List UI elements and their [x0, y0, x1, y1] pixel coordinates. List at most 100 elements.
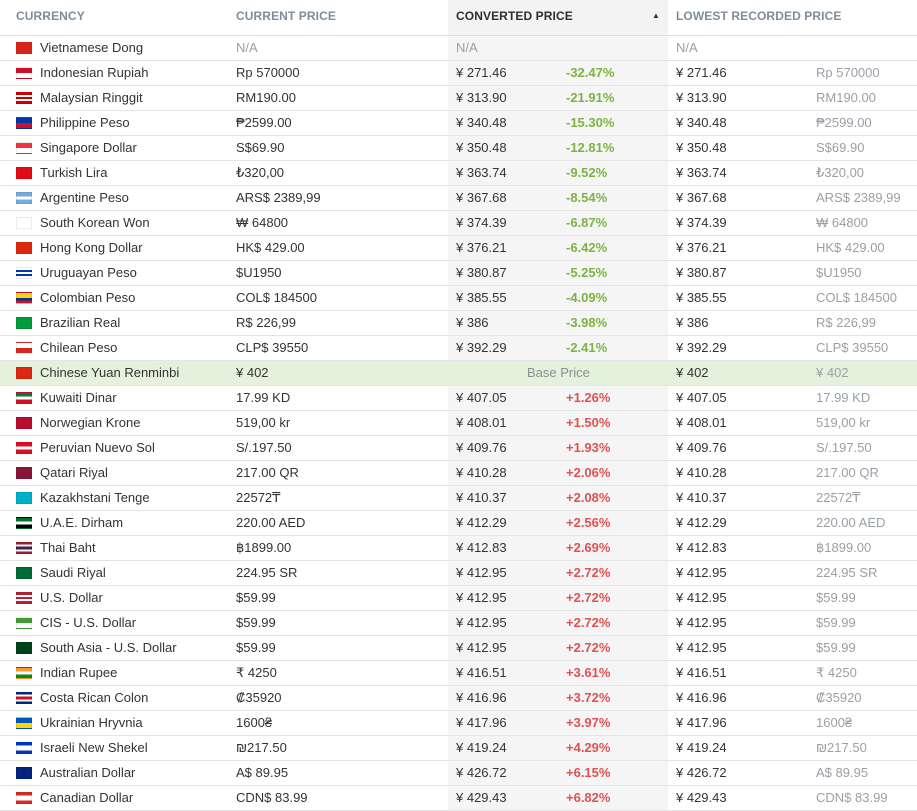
- country-flag-icon: [16, 242, 32, 254]
- country-flag-icon: [16, 717, 32, 729]
- country-flag-icon: [16, 267, 32, 279]
- lowest-converted-price: ¥ 410.28: [676, 465, 727, 480]
- current-price: HK$ 429.00: [236, 240, 305, 255]
- lowest-local-price: 217.00 QR: [816, 465, 879, 480]
- lowest-local-price: 224.95 SR: [816, 565, 878, 580]
- converted-price: ¥ 410.28: [456, 465, 507, 480]
- lowest-local-price: RM190.00: [816, 90, 876, 105]
- lowest-converted-price: ¥ 408.01: [676, 415, 727, 430]
- converted-price: ¥ 407.05: [456, 390, 507, 405]
- lowest-local-price: ₡35920: [816, 690, 862, 705]
- country-flag-icon: [16, 392, 32, 404]
- lowest-converted-price: N/A: [676, 40, 698, 55]
- country-flag-icon: [16, 792, 32, 804]
- current-price: S/.197.50: [236, 440, 292, 455]
- price-difference-percent: +3.61%: [566, 665, 611, 680]
- country-flag-icon: [16, 617, 32, 629]
- lowest-converted-price: ¥ 412.95: [676, 640, 727, 655]
- currency-name: Vietnamese Dong: [40, 40, 144, 55]
- lowest-converted-price: ¥ 407.05: [676, 390, 727, 405]
- country-flag-icon: [16, 117, 32, 129]
- converted-price: ¥ 350.48: [456, 140, 507, 155]
- current-price: $59.99: [236, 615, 276, 630]
- current-price: S$69.90: [236, 140, 285, 155]
- price-difference-percent: -4.09%: [566, 290, 608, 305]
- converted-price: ¥ 416.51: [456, 665, 507, 680]
- sort-ascending-icon[interactable]: ▲: [651, 11, 660, 20]
- lowest-converted-price: ¥ 412.95: [676, 565, 727, 580]
- converted-price: ¥ 409.76: [456, 440, 507, 455]
- table-row: Qatari Riyal 217.00 QR ¥ 410.28 +2.06% ¥ 410…: [0, 461, 917, 486]
- table-row: Canadian Dollar CDN$ 83.99 ¥ 429.43 +6.82% ¥…: [0, 786, 917, 811]
- lowest-local-price: CDN$ 83.99: [816, 790, 888, 805]
- price-difference-percent: +2.06%: [566, 465, 611, 480]
- converted-price: ¥ 376.21: [456, 240, 507, 255]
- converted-price: ¥ 412.95: [456, 565, 507, 580]
- lowest-converted-price: ¥ 350.48: [676, 140, 727, 155]
- price-difference-percent: +1.26%: [566, 390, 611, 405]
- current-price: ₡35920: [236, 690, 282, 705]
- current-price: $U1950: [236, 265, 282, 280]
- country-flag-icon: [16, 342, 32, 354]
- table-row: Turkish Lira ₺320,00 ¥ 363.74 -9.52% ¥ 363.7…: [0, 161, 917, 186]
- lowest-local-price: HK$ 429.00: [816, 240, 885, 255]
- country-flag-icon: [16, 767, 32, 779]
- lowest-local-price: 519,00 kr: [816, 415, 871, 430]
- lowest-local-price: 17.99 KD: [816, 390, 871, 405]
- current-price: 220.00 AED: [236, 515, 306, 530]
- currency-name: U.A.E. Dirham: [40, 515, 124, 530]
- current-price: 1600₴: [236, 715, 273, 730]
- header-current-price[interactable]: CURRENT PRICE: [236, 9, 336, 23]
- lowest-converted-price: ¥ 412.95: [676, 590, 727, 605]
- country-flag-icon: [16, 692, 32, 704]
- converted-price: ¥ 271.46: [456, 65, 507, 80]
- table-row: Indian Rupee ₹ 4250 ¥ 416.51 +3.61% ¥ 416.51…: [0, 661, 917, 686]
- lowest-converted-price: ¥ 417.96: [676, 715, 727, 730]
- header-converted-price-label: CONVERTED PRICE: [456, 9, 573, 23]
- current-price: CDN$ 83.99: [236, 790, 308, 805]
- current-price: $59.99: [236, 590, 276, 605]
- current-price: ₩ 64800: [236, 215, 289, 230]
- lowest-converted-price: ¥ 426.72: [676, 765, 727, 780]
- currency-name: Philippine Peso: [40, 115, 130, 130]
- currency-name: Indonesian Rupiah: [40, 65, 149, 80]
- currency-name: Australian Dollar: [40, 765, 136, 780]
- country-flag-icon: [16, 42, 32, 54]
- current-price: ₱2599.00: [236, 115, 292, 130]
- price-difference-percent: +6.15%: [566, 765, 611, 780]
- lowest-converted-price: ¥ 386: [676, 315, 709, 330]
- currency-name: Turkish Lira: [40, 165, 108, 180]
- converted-price: ¥ 340.48: [456, 115, 507, 130]
- country-flag-icon: [16, 592, 32, 604]
- converted-price: ¥ 412.83: [456, 540, 507, 555]
- lowest-converted-price: ¥ 340.48: [676, 115, 727, 130]
- converted-price-column-highlight: [448, 35, 668, 810]
- current-price: 17.99 KD: [236, 390, 291, 405]
- currency-name: Singapore Dollar: [40, 140, 137, 155]
- base-price-label: Base Price: [527, 365, 590, 380]
- table-row: Vietnamese Dong N/A N/A N/A: [0, 36, 917, 61]
- lowest-local-price: S/.197.50: [816, 440, 872, 455]
- country-flag-icon: [16, 442, 32, 454]
- header-lowest-recorded-price[interactable]: LOWEST RECORDED PRICE: [676, 9, 842, 23]
- currency-name: Chilean Peso: [40, 340, 118, 355]
- lowest-converted-price: ¥ 416.96: [676, 690, 727, 705]
- lowest-converted-price: ¥ 409.76: [676, 440, 727, 455]
- header-currency[interactable]: CURRENCY: [16, 9, 85, 23]
- price-difference-percent: +2.72%: [566, 615, 611, 630]
- table-header: CURRENCY CURRENT PRICE CONVERTED PRICE ▲…: [0, 0, 917, 36]
- country-flag-icon: [16, 367, 32, 379]
- lowest-local-price: $59.99: [816, 615, 856, 630]
- current-price: N/A: [236, 40, 258, 55]
- header-converted-price[interactable]: CONVERTED PRICE ▲: [448, 0, 668, 35]
- converted-price: ¥ 385.55: [456, 290, 507, 305]
- lowest-local-price: ARS$ 2389,99: [816, 190, 901, 205]
- converted-price: ¥ 410.37: [456, 490, 507, 505]
- current-price: ₺320,00: [236, 165, 285, 180]
- currency-name: Qatari Riyal: [40, 465, 108, 480]
- lowest-local-price: R$ 226,99: [816, 315, 876, 330]
- lowest-local-price: 220.00 AED: [816, 515, 886, 530]
- converted-price: ¥ 392.29: [456, 340, 507, 355]
- converted-price: ¥ 380.87: [456, 265, 507, 280]
